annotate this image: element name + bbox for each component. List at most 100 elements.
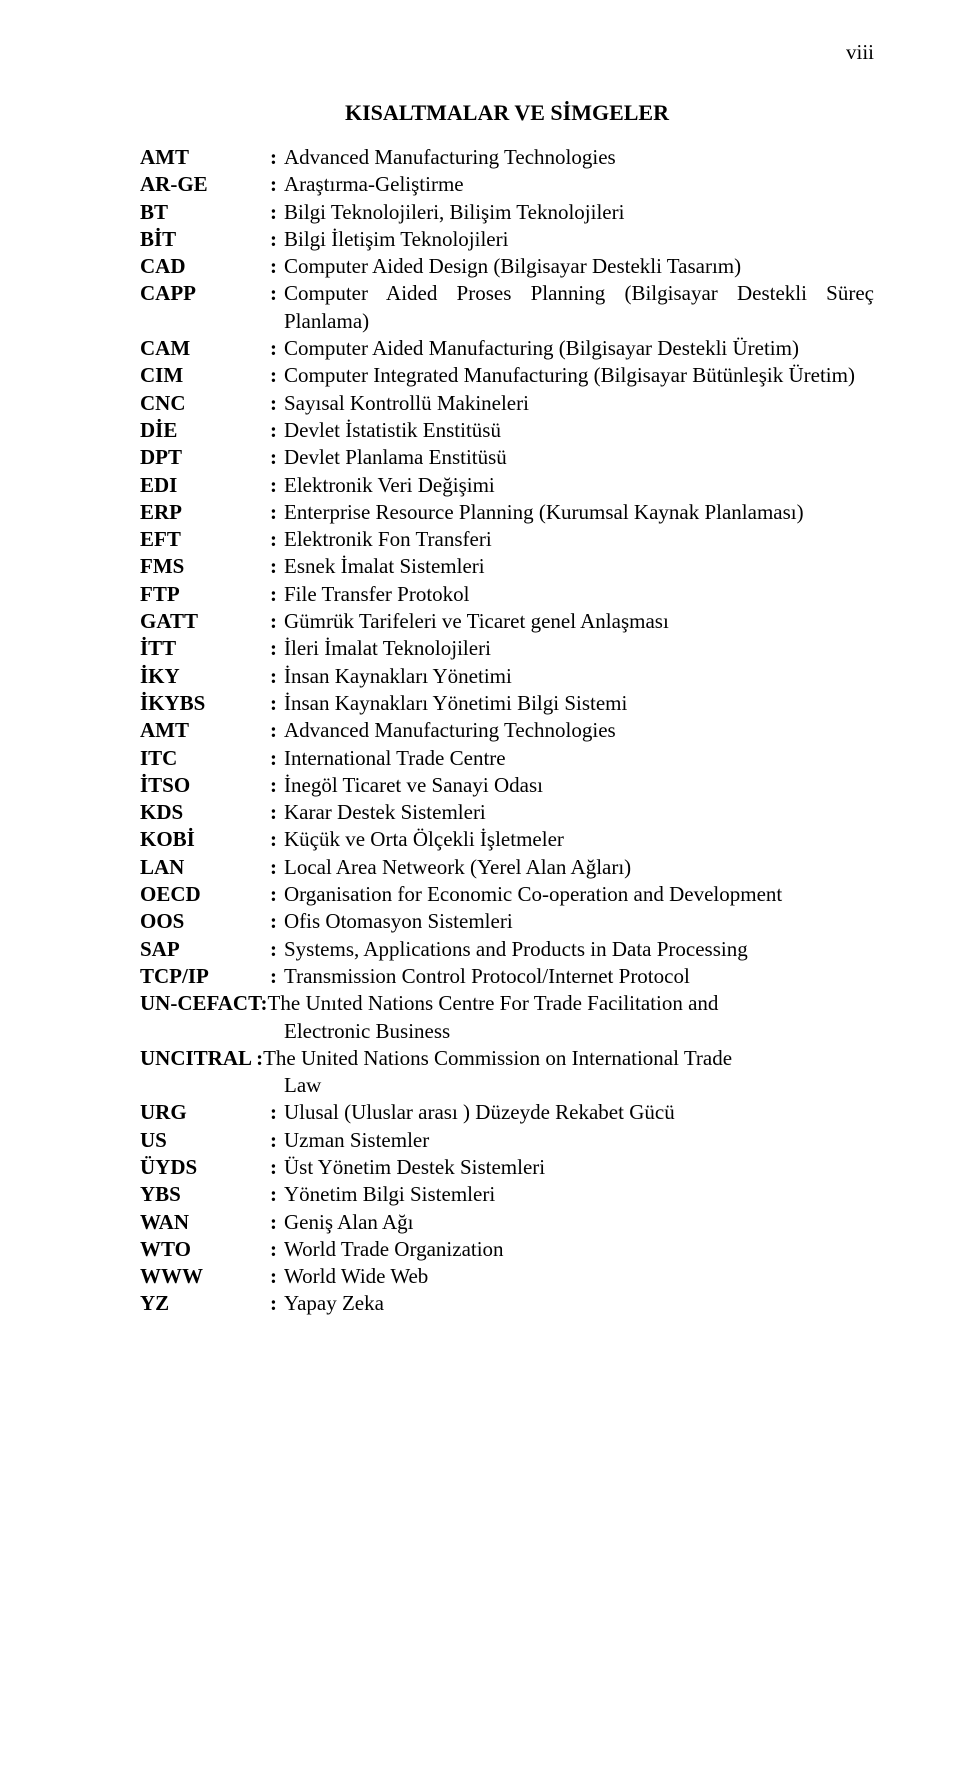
abbreviation-definition-continuation: Law	[140, 1072, 874, 1099]
colon-separator: :	[270, 144, 284, 171]
abbreviation-definition: The Unıted Nations Centre For Trade Faci…	[268, 990, 874, 1017]
colon-separator: :	[270, 963, 284, 990]
colon-separator: :	[270, 1127, 284, 1154]
abbreviation-term: İTT	[140, 635, 270, 662]
colon-separator: :	[270, 362, 284, 389]
abbreviation-row: URG: Ulusal (Uluslar arası ) Düzeyde Rek…	[140, 1099, 874, 1126]
abbreviation-definition: Yapay Zeka	[284, 1290, 874, 1317]
abbreviation-term: ERP	[140, 499, 270, 526]
abbreviation-term: FTP	[140, 581, 270, 608]
abbreviation-row: YZ: Yapay Zeka	[140, 1290, 874, 1317]
abbreviation-definition: Bilgi İletişim Teknolojileri	[284, 226, 874, 253]
abbreviation-definition: Advanced Manufacturing Technologies	[284, 717, 874, 744]
abbreviation-row: BT: Bilgi Teknolojileri, Bilişim Teknolo…	[140, 199, 874, 226]
abbreviation-term: AMT	[140, 717, 270, 744]
abbreviation-row: OECD: Organisation for Economic Co-opera…	[140, 881, 874, 908]
colon-separator: :	[270, 444, 284, 471]
colon-separator: :	[270, 908, 284, 935]
colon-separator: :	[270, 745, 284, 772]
colon-separator: :	[270, 1154, 284, 1181]
colon-separator: :	[270, 663, 284, 690]
abbreviation-row: TCP/IP: Transmission Control Protocol/In…	[140, 963, 874, 990]
abbreviation-term: LAN	[140, 854, 270, 881]
abbreviation-term: EFT	[140, 526, 270, 553]
abbreviation-term: İKY	[140, 663, 270, 690]
abbreviation-definition: Systems, Applications and Products in Da…	[284, 936, 874, 963]
abbreviation-row: EFT: Elektronik Fon Transferi	[140, 526, 874, 553]
colon-separator: :	[270, 1236, 284, 1263]
abbreviation-definition: Ulusal (Uluslar arası ) Düzeyde Rekabet …	[284, 1099, 874, 1126]
abbreviation-definition: İnegöl Ticaret ve Sanayi Odası	[284, 772, 874, 799]
abbreviation-row: EDI: Elektronik Veri Değişimi	[140, 472, 874, 499]
colon-separator: :	[270, 171, 284, 198]
colon-separator: :	[270, 335, 284, 362]
colon-separator: :	[270, 1263, 284, 1290]
abbreviation-row: US: Uzman Sistemler	[140, 1127, 874, 1154]
colon-separator: :	[270, 608, 284, 635]
abbreviation-term: BİT	[140, 226, 270, 253]
abbreviation-definition: Transmission Control Protocol/Internet P…	[284, 963, 874, 990]
abbreviation-list: AMT: Advanced Manufacturing Technologies…	[140, 144, 874, 1318]
abbreviation-row: CAPP: Computer Aided Proses Planning (Bi…	[140, 280, 874, 335]
abbreviation-term: DİE	[140, 417, 270, 444]
abbreviation-term: FMS	[140, 553, 270, 580]
colon-separator: :	[270, 936, 284, 963]
abbreviation-row: DİE: Devlet İstatistik Enstitüsü	[140, 417, 874, 444]
abbreviation-definition: International Trade Centre	[284, 745, 874, 772]
colon-separator: :	[270, 772, 284, 799]
abbreviation-term: UN-CEFACT:	[140, 990, 268, 1017]
abbreviation-definition: Organisation for Economic Co-operation a…	[284, 881, 874, 908]
abbreviation-definition: Local Area Netweork (Yerel Alan Ağları)	[284, 854, 874, 881]
abbreviation-row: CNC: Sayısal Kontrollü Makineleri	[140, 390, 874, 417]
abbreviation-row: AR-GE: Araştırma-Geliştirme	[140, 171, 874, 198]
abbreviation-term: DPT	[140, 444, 270, 471]
abbreviation-term: UNCITRAL :	[140, 1045, 263, 1072]
abbreviation-row: KDS: Karar Destek Sistemleri	[140, 799, 874, 826]
abbreviation-term: SAP	[140, 936, 270, 963]
abbreviation-term: URG	[140, 1099, 270, 1126]
abbreviation-row: ERP: Enterprise Resource Planning (Kurum…	[140, 499, 874, 526]
abbreviation-term: CAM	[140, 335, 270, 362]
colon-separator: :	[270, 226, 284, 253]
abbreviation-definition: Karar Destek Sistemleri	[284, 799, 874, 826]
abbreviation-term: WTO	[140, 1236, 270, 1263]
abbreviation-term: TCP/IP	[140, 963, 270, 990]
abbreviation-row: İTSO: İnegöl Ticaret ve Sanayi Odası	[140, 772, 874, 799]
abbreviation-definition: The United Nations Commission on Interna…	[263, 1045, 874, 1072]
abbreviation-row: FMS: Esnek İmalat Sistemleri	[140, 553, 874, 580]
abbreviation-term: AMT	[140, 144, 270, 171]
abbreviation-term: İTSO	[140, 772, 270, 799]
abbreviation-row: CAM: Computer Aided Manufacturing (Bilgi…	[140, 335, 874, 362]
abbreviation-row: AMT: Advanced Manufacturing Technologies	[140, 144, 874, 171]
abbreviation-definition-continuation: Electronic Business	[140, 1018, 874, 1045]
abbreviation-row: AMT: Advanced Manufacturing Technologies	[140, 717, 874, 744]
abbreviation-row: KOBİ: Küçük ve Orta Ölçekli İşletmeler	[140, 826, 874, 853]
abbreviation-term: YBS	[140, 1181, 270, 1208]
abbreviation-row: GATT: Gümrük Tarifeleri ve Ticaret genel…	[140, 608, 874, 635]
abbreviation-definition: Computer Integrated Manufacturing (Bilgi…	[284, 362, 874, 389]
abbreviation-definition: World Wide Web	[284, 1263, 874, 1290]
abbreviation-definition: Yönetim Bilgi Sistemleri	[284, 1181, 874, 1208]
abbreviation-definition: File Transfer Protokol	[284, 581, 874, 608]
abbreviation-term: EDI	[140, 472, 270, 499]
abbreviation-term: CIM	[140, 362, 270, 389]
abbreviation-term: US	[140, 1127, 270, 1154]
abbreviation-definition: Gümrük Tarifeleri ve Ticaret genel Anlaş…	[284, 608, 874, 635]
abbreviation-term: WAN	[140, 1209, 270, 1236]
abbreviation-term: AR-GE	[140, 171, 270, 198]
colon-separator: :	[270, 826, 284, 853]
abbreviation-term: YZ	[140, 1290, 270, 1317]
colon-separator: :	[270, 881, 284, 908]
abbreviation-definition: Elektronik Veri Değişimi	[284, 472, 874, 499]
abbreviation-definition: Küçük ve Orta Ölçekli İşletmeler	[284, 826, 874, 853]
abbreviation-term: CAD	[140, 253, 270, 280]
abbreviation-row: ITC: International Trade Centre	[140, 745, 874, 772]
abbreviation-row-uncitral: UNCITRAL : The United Nations Commission…	[140, 1045, 874, 1072]
colon-separator: :	[270, 1209, 284, 1236]
abbreviation-row: ÜYDS: Üst Yönetim Destek Sistemleri	[140, 1154, 874, 1181]
abbreviation-definition: Computer Aided Manufacturing (Bilgisayar…	[284, 335, 874, 362]
abbreviation-term: OOS	[140, 908, 270, 935]
abbreviation-definition: Üst Yönetim Destek Sistemleri	[284, 1154, 874, 1181]
abbreviation-term: CAPP	[140, 280, 270, 307]
abbreviation-row-uncefact: UN-CEFACT: The Unıted Nations Centre For…	[140, 990, 874, 1017]
